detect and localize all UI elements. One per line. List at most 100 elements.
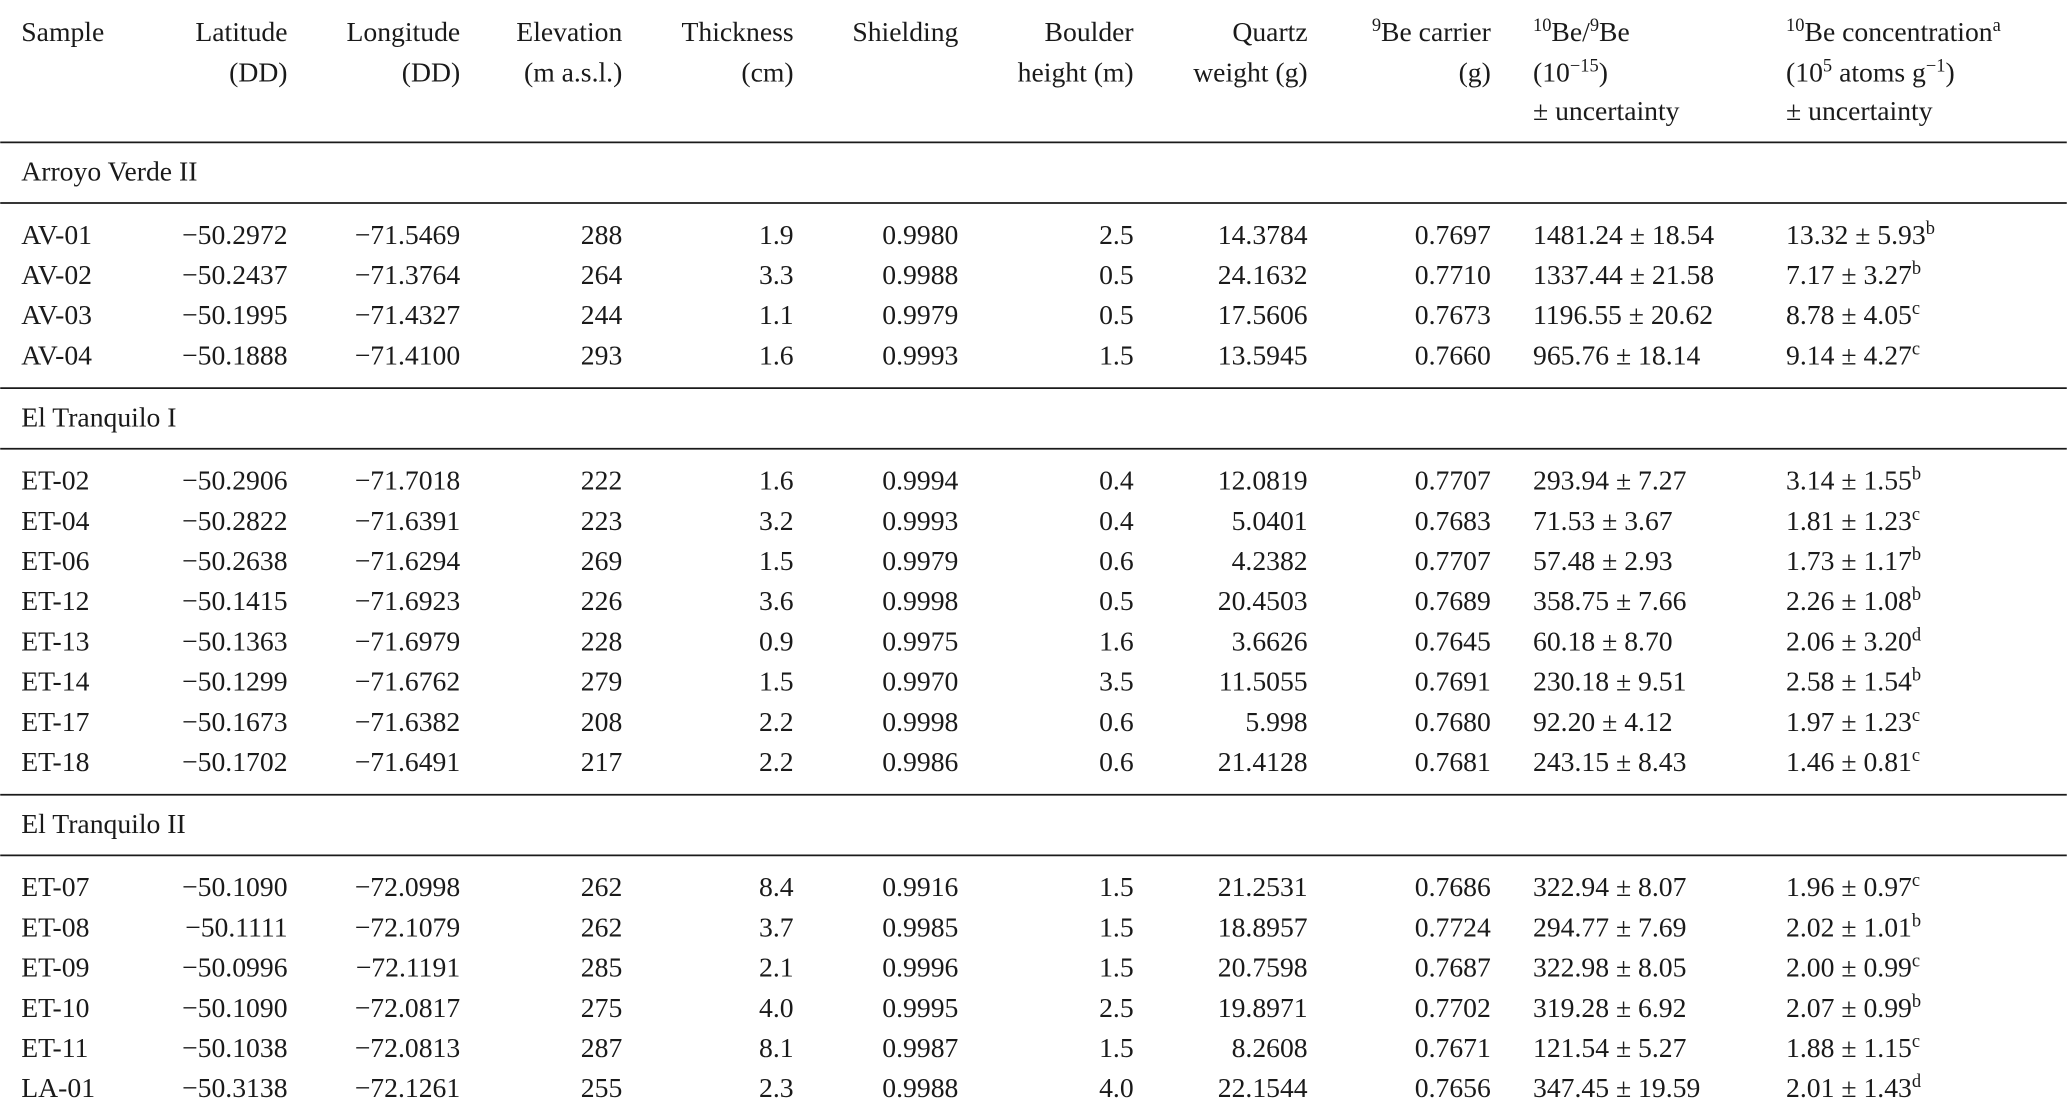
- cell: −71.6762: [355, 666, 460, 697]
- cell: 1196.55 ± 20.62: [1533, 299, 1713, 330]
- header-text: Latitude: [195, 16, 287, 47]
- cell: 2.2: [759, 706, 794, 737]
- cell: 288: [581, 219, 622, 250]
- footnote-mark: b: [1912, 544, 1921, 564]
- cell: −71.6923: [355, 585, 460, 616]
- cell: 57.48 ± 2.93: [1533, 545, 1673, 576]
- cell: 0.6: [1099, 545, 1134, 576]
- cell-value: 2.00 ± 0.99: [1786, 952, 1912, 983]
- cell: 0.4: [1099, 505, 1134, 536]
- cell: 18.8957: [1218, 911, 1308, 942]
- cell: 12.0819: [1218, 465, 1308, 496]
- cell: −50.1299: [182, 666, 287, 697]
- group-title: El Tranquilo I: [21, 401, 176, 432]
- cell: −50.1702: [182, 746, 287, 777]
- header-text: Be: [1599, 16, 1630, 47]
- footnote-mark: c: [1912, 745, 1920, 765]
- cell: 0.6: [1099, 746, 1134, 777]
- header-cell: (10−15): [1533, 56, 1608, 88]
- cell: 3.5: [1099, 666, 1134, 697]
- cell: −50.2437: [182, 259, 288, 290]
- group-title: El Tranquilo II: [21, 808, 185, 839]
- cell: 0.9998: [882, 706, 958, 737]
- cell: LA-01: [21, 1072, 95, 1103]
- cell: 2.58 ± 1.54b: [1786, 665, 1921, 697]
- cell: ET-17: [21, 706, 89, 737]
- cell: 13.5945: [1218, 339, 1308, 370]
- cell: 0.5: [1099, 259, 1134, 290]
- cell: 0.7660: [1415, 339, 1491, 370]
- footnote-mark: c: [1912, 870, 1920, 890]
- header-text: ): [1945, 57, 1954, 88]
- cell: −71.6382: [355, 706, 460, 737]
- cell: 0.7673: [1415, 299, 1491, 330]
- header-text: Elevation: [516, 16, 622, 47]
- footnote-mark: c: [1912, 951, 1920, 971]
- cell: 1.5: [1099, 952, 1134, 983]
- cell: 20.7598: [1218, 952, 1308, 983]
- cell: 0.5: [1099, 299, 1134, 330]
- cell: 2.00 ± 0.99c: [1786, 951, 1920, 983]
- cell: 1.6: [759, 339, 794, 370]
- header-cell: (105 atoms g−1): [1786, 56, 1955, 88]
- cell: 19.8971: [1218, 992, 1308, 1023]
- cell: −50.1363: [182, 625, 287, 656]
- cell: 1.6: [759, 465, 794, 496]
- cell: 0.9995: [882, 992, 958, 1023]
- cell-value: 7.17 ± 3.27: [1786, 259, 1912, 290]
- cell: −50.1090: [182, 992, 287, 1023]
- cell: −50.1111: [185, 911, 287, 942]
- cell: 0.9916: [882, 871, 958, 902]
- cell-value: 1.96 ± 0.97: [1786, 871, 1912, 902]
- cell: 8.1: [759, 1032, 794, 1063]
- footnote-mark: b: [1912, 910, 1921, 930]
- cell: 228: [581, 625, 622, 656]
- cell: 223: [581, 505, 622, 536]
- cell: ET-10: [21, 992, 89, 1023]
- cell: ET-14: [21, 666, 89, 697]
- cell-value: 2.06 ± 3.20: [1786, 625, 1912, 656]
- cell: 0.6: [1099, 706, 1134, 737]
- cell: 5.0401: [1232, 505, 1308, 536]
- cell: 347.45 ± 19.59: [1533, 1072, 1700, 1103]
- cell: 1.5: [1099, 871, 1134, 902]
- cell: −50.1038: [182, 1032, 287, 1063]
- header-cell: 9Be carrier: [1372, 15, 1491, 47]
- footnote-mark: d: [1912, 1071, 1921, 1091]
- footnote-mark: b: [1912, 665, 1921, 685]
- header-cell: height (m): [1018, 57, 1134, 88]
- cell: 0.9986: [882, 746, 958, 777]
- cell: 322.94 ± 8.07: [1533, 871, 1687, 902]
- cell: 8.2608: [1232, 1032, 1308, 1063]
- cell: 264: [581, 259, 623, 290]
- header-cell: Longitude: [346, 16, 460, 47]
- cell: ET-04: [21, 505, 89, 536]
- cell: −50.1415: [182, 585, 287, 616]
- header-cell: Boulder: [1045, 16, 1134, 47]
- cell: 9.14 ± 4.27c: [1786, 338, 1920, 370]
- cell: 319.28 ± 6.92: [1533, 992, 1686, 1023]
- cell-value: 13.32 ± 5.93: [1786, 219, 1926, 250]
- cell: 275: [581, 992, 622, 1023]
- cell: 0.9979: [882, 545, 958, 576]
- cell: 0.7681: [1415, 746, 1491, 777]
- cell: 0.7707: [1415, 465, 1491, 496]
- cell: 1.9: [759, 219, 794, 250]
- cell: −50.2822: [182, 505, 287, 536]
- cell: 0.7671: [1415, 1032, 1491, 1063]
- cell: 0.7724: [1415, 911, 1491, 942]
- cell: −72.0817: [355, 992, 461, 1023]
- cell: 1.5: [759, 666, 794, 697]
- cell: 294.77 ± 7.69: [1533, 911, 1686, 942]
- cell: 226: [581, 585, 622, 616]
- cell: 0.9996: [882, 952, 958, 983]
- cell: 11.5055: [1219, 666, 1308, 697]
- cell: 8.78 ± 4.05c: [1786, 298, 1920, 330]
- header-cell: Thickness: [681, 16, 793, 47]
- cell: ET-09: [21, 952, 89, 983]
- cell: 22.1544: [1218, 1072, 1308, 1103]
- footnote-mark: d: [1912, 624, 1921, 644]
- cell: 208: [581, 706, 622, 737]
- cell: −50.1888: [182, 339, 287, 370]
- superscript: 9: [1590, 15, 1599, 35]
